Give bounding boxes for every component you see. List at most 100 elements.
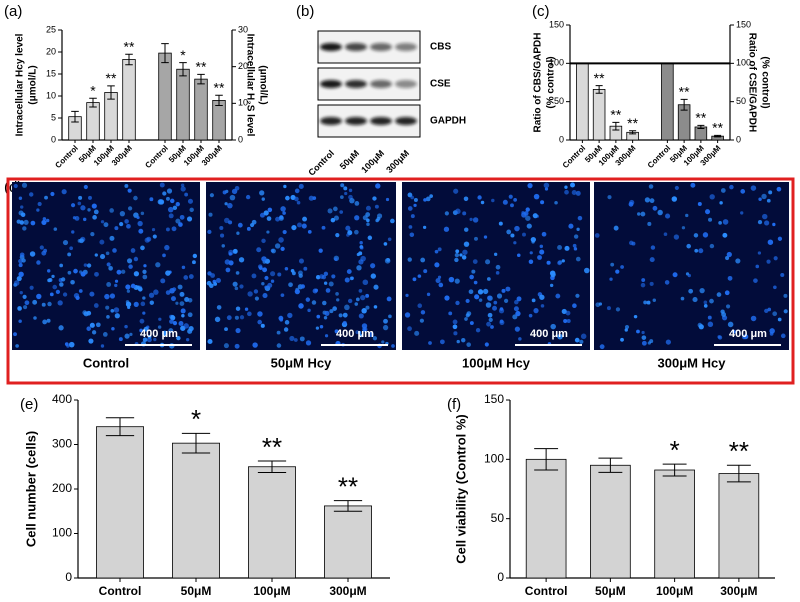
nucleus: [761, 193, 767, 200]
nucleus: [103, 222, 109, 228]
micrograph-label: 50μM Hcy: [271, 355, 332, 370]
nucleus: [70, 203, 76, 208]
nucleus: [495, 264, 501, 270]
nucleus: [486, 321, 491, 327]
nucleus: [177, 284, 183, 290]
nucleus: [333, 215, 339, 221]
nucleus: [356, 265, 362, 271]
nucleus: [422, 225, 427, 229]
nucleus: [47, 269, 51, 273]
nucleus: [311, 300, 317, 305]
nucleus: [316, 314, 321, 319]
bar: [194, 78, 208, 141]
y-axis-title: (μmol/L): [28, 65, 39, 104]
nucleus: [573, 234, 579, 239]
micrograph: [206, 182, 396, 350]
nucleus: [735, 258, 741, 264]
nucleus: [428, 341, 432, 345]
nucleus: [68, 341, 75, 348]
nucleus: [474, 236, 478, 241]
nucleus: [142, 274, 148, 280]
nucleus: [278, 215, 284, 221]
nucleus: [166, 188, 173, 194]
nucleus: [298, 258, 305, 264]
nucleus: [342, 312, 348, 318]
nucleus: [709, 298, 714, 304]
error-bar: [71, 110, 79, 123]
nucleus: [116, 269, 122, 275]
nucleus: [663, 232, 668, 237]
bar: [122, 59, 136, 141]
nucleus: [386, 296, 392, 302]
nucleus: [300, 284, 305, 289]
scale-bar-label: 400 μm: [336, 328, 374, 340]
nucleus: [568, 223, 574, 229]
nucleus: [303, 266, 308, 271]
nucleus: [280, 246, 285, 251]
nucleus: [290, 268, 295, 273]
y2-tick-label: 50: [736, 96, 746, 106]
nucleus: [22, 294, 27, 299]
nucleus: [83, 184, 88, 190]
blot-lane-label: 100μM: [359, 148, 386, 175]
nucleus: [192, 260, 196, 265]
nucleus: [539, 294, 545, 300]
nucleus: [637, 212, 641, 216]
nucleus: [561, 308, 567, 315]
nucleus: [414, 330, 420, 336]
nucleus: [461, 338, 466, 343]
nucleus: [773, 285, 777, 290]
nucleus: [615, 307, 621, 312]
nucleus: [41, 302, 46, 307]
nucleus: [220, 233, 225, 238]
nucleus: [640, 211, 646, 217]
y2-axis-title: Ratio of CSE/GAPDH: [746, 33, 757, 132]
nucleus: [539, 244, 544, 249]
error-bar: [726, 464, 751, 483]
nucleus: [307, 308, 311, 313]
nucleus: [46, 318, 51, 323]
nucleus: [702, 232, 709, 238]
significance-marker: **: [338, 471, 358, 501]
nucleus: [576, 227, 580, 231]
y-tick-label: 50: [491, 511, 505, 525]
nucleus: [501, 288, 506, 293]
nucleus: [767, 239, 774, 245]
nucleus: [366, 222, 370, 227]
nucleus: [264, 285, 268, 289]
nucleus: [646, 300, 651, 305]
blot-lane-label: Control: [306, 148, 336, 178]
nucleus: [89, 291, 95, 297]
nucleus: [381, 340, 385, 344]
y-tick-label: 100: [549, 58, 564, 68]
nucleus: [742, 335, 747, 340]
blot-band: [395, 80, 417, 88]
nucleus: [284, 320, 290, 325]
nucleus: [18, 258, 23, 264]
nucleus: [291, 224, 297, 231]
nucleus: [613, 225, 619, 231]
nucleus: [143, 326, 149, 332]
nucleus: [147, 334, 152, 339]
nucleus: [180, 186, 186, 192]
nucleus: [722, 232, 728, 238]
nucleus: [136, 285, 140, 290]
nucleus: [681, 226, 686, 230]
nucleus: [672, 272, 678, 278]
nucleus: [99, 239, 105, 245]
nucleus: [36, 260, 41, 265]
nucleus: [502, 199, 508, 205]
nucleus: [187, 198, 194, 204]
bar: [176, 68, 190, 141]
nucleus: [518, 337, 522, 341]
nucleus: [641, 340, 647, 346]
nucleus: [322, 300, 327, 306]
nucleus: [275, 216, 281, 222]
nucleus: [133, 301, 139, 307]
nucleus: [493, 300, 498, 305]
nucleus: [184, 297, 190, 303]
nucleus: [112, 248, 117, 253]
nucleus: [722, 219, 729, 225]
nucleus: [302, 216, 308, 222]
nucleus: [649, 339, 654, 344]
